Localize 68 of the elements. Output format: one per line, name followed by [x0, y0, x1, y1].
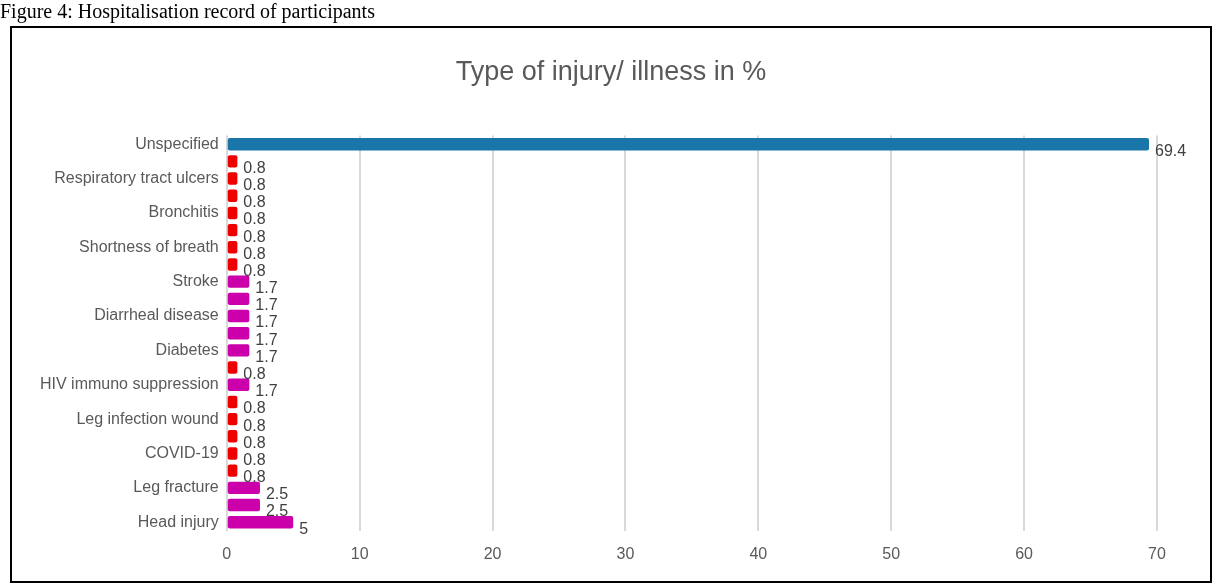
data-label: 2.5: [265, 502, 289, 520]
data-label: 0.8: [243, 210, 266, 228]
data-label: 0.8: [243, 175, 266, 193]
y-tick-label: Diabetes: [155, 340, 219, 358]
data-label: 5: [299, 519, 309, 537]
data-label: 1.7: [255, 382, 278, 400]
y-tick-label: HIV immuno suppression: [39, 375, 219, 393]
data-label: 0.8: [243, 227, 266, 245]
y-tick-label: Respiratory tract ulcers: [54, 168, 219, 186]
bar: [227, 447, 238, 460]
x-tick-label: 0: [222, 544, 232, 562]
bar: [227, 516, 294, 529]
y-tick-label: Leg fracture: [133, 478, 219, 496]
bar: [227, 275, 250, 288]
data-label: 0.8: [243, 244, 266, 262]
bar: [227, 292, 250, 306]
chart-title: Type of injury/ illness in %: [454, 56, 768, 87]
bar: [227, 498, 260, 512]
data-label: 0.8: [243, 468, 266, 486]
data-label: 1.7: [255, 296, 278, 314]
bar: [227, 189, 238, 202]
bar: [227, 206, 238, 220]
bar: [227, 481, 260, 495]
x-tick-label: 40: [749, 544, 768, 562]
bar: [227, 412, 238, 426]
data-label: 0.8: [243, 450, 266, 468]
y-tick-label: COVID-19: [144, 443, 219, 461]
data-label: 1.7: [255, 330, 278, 348]
bar: [227, 326, 250, 340]
bar: [227, 258, 238, 271]
bar: [227, 241, 238, 254]
y-tick-label: Shortness of breath: [79, 237, 219, 255]
data-label: 0.8: [243, 416, 266, 434]
x-tick-label: 70: [1148, 544, 1166, 562]
bar: [227, 172, 238, 185]
bar: [227, 309, 250, 323]
bar: [227, 430, 238, 443]
y-tick-label: Leg infection wound: [76, 409, 219, 427]
data-label: 0.8: [243, 399, 266, 417]
data-label: 0.8: [243, 158, 266, 176]
x-tick-label: 60: [1015, 544, 1034, 562]
bar: [227, 155, 238, 168]
data-label: 0.8: [243, 193, 266, 211]
data-label: 69.4: [1155, 141, 1187, 159]
bar: [227, 464, 238, 477]
x-tick-label: 10: [350, 544, 369, 562]
y-tick-label: Unspecified: [135, 134, 219, 152]
x-tick-label: 20: [483, 544, 502, 562]
data-label: 2.5: [265, 485, 289, 503]
data-label: 1.7: [255, 313, 278, 331]
bar: [227, 344, 250, 357]
data-label: 1.7: [255, 279, 278, 297]
y-tick-label: Diarrheal disease: [94, 306, 219, 324]
bar: [227, 137, 1150, 151]
bar: [227, 378, 250, 391]
bar: [227, 395, 238, 409]
bar: [227, 361, 238, 374]
y-tick-label: Head injury: [137, 512, 219, 530]
x-tick-label: 30: [616, 544, 635, 562]
x-tick-label: 50: [882, 544, 901, 562]
data-label: 0.8: [243, 433, 266, 451]
data-label: 0.8: [243, 364, 266, 382]
data-label: 1.7: [255, 347, 278, 365]
data-label: 0.8: [243, 261, 266, 279]
y-tick-label: Stroke: [172, 272, 219, 290]
caption: Figure 4: Hospitalisation record of participants: [0, 0, 375, 23]
y-tick-label: Bronchitis: [148, 203, 219, 221]
bar: [227, 223, 238, 237]
